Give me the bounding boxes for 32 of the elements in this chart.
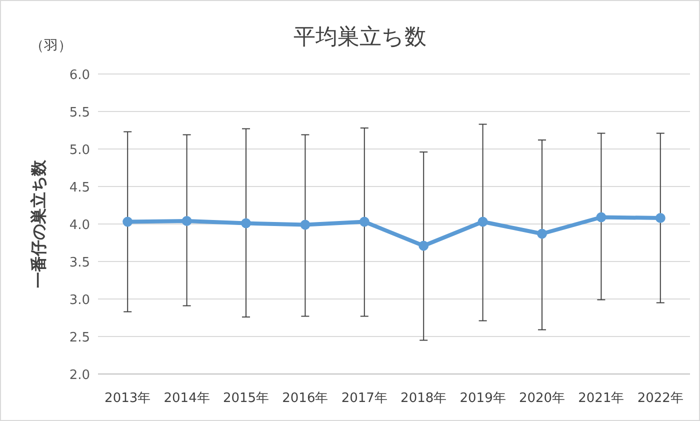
point <box>359 216 370 227</box>
x-tick-label: 2016年 <box>282 391 328 406</box>
y-tick-label: 4.0 <box>69 218 90 233</box>
text: （羽） <box>30 38 72 54</box>
point <box>122 216 133 227</box>
y-tick-label: 4.5 <box>69 180 90 196</box>
x-tick-label: 2019年 <box>460 391 506 406</box>
chart-title: 平均巣立ち数 <box>294 25 426 50</box>
x-tick-label: 2018年 <box>400 391 447 406</box>
point <box>537 228 547 239</box>
point <box>478 216 488 227</box>
x-tick-label: 2021年 <box>578 391 624 406</box>
point <box>182 216 192 226</box>
y-tick-label: 6.0 <box>69 68 90 83</box>
y-tick-label: 2.0 <box>69 368 90 383</box>
point <box>241 218 251 228</box>
x-tick-label: 2015年 <box>222 391 270 406</box>
x-tick-label: 2013年 <box>104 391 151 406</box>
y-tick-label: 5.5 <box>69 106 90 120</box>
point <box>596 212 606 222</box>
y-tick-label: 5.0 <box>69 143 90 158</box>
x-tick-label: 2020年 <box>518 391 566 406</box>
x-tick-label: 2014年 <box>164 391 210 406</box>
y-tick-label: 2.5 <box>69 330 90 346</box>
x-tick-label: 2022年 <box>637 391 684 406</box>
point <box>418 240 429 251</box>
y-tick-label: 3.5 <box>69 256 90 270</box>
y-tick-label: 3.0 <box>69 293 90 308</box>
x-tick-label: 2017年 <box>341 391 388 406</box>
point <box>655 213 666 223</box>
y-axis-title: 一番仔の巣立ち数 <box>29 159 48 288</box>
point <box>300 220 310 230</box>
